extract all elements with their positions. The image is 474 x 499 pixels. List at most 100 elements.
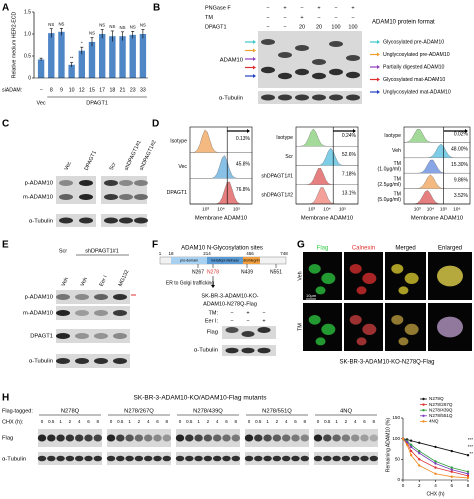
x-tick-label: 10⁴ bbox=[217, 206, 224, 212]
band bbox=[134, 217, 148, 224]
band bbox=[59, 180, 73, 186]
condition-value: − bbox=[230, 318, 233, 324]
band bbox=[79, 217, 93, 224]
significance: * bbox=[81, 40, 83, 45]
percent-label: 0.02% bbox=[454, 131, 469, 137]
blot-arrow bbox=[253, 74, 256, 78]
band bbox=[106, 434, 116, 442]
band bbox=[346, 55, 360, 61]
error-bar bbox=[131, 31, 135, 39]
band bbox=[134, 194, 148, 200]
x-tick-label: 10⁵ bbox=[233, 206, 240, 212]
arrow-head bbox=[211, 285, 215, 288]
x-axis-label: Membrane ADAM10 bbox=[195, 216, 247, 222]
condition-value: − bbox=[246, 318, 249, 324]
sample-label: TM bbox=[394, 161, 402, 167]
band bbox=[351, 434, 360, 442]
time-label: 4 bbox=[216, 419, 219, 424]
band bbox=[162, 455, 171, 462]
time-label: 1 bbox=[128, 419, 131, 424]
band bbox=[341, 455, 351, 462]
condition-label: TM bbox=[205, 15, 213, 21]
band bbox=[300, 455, 309, 462]
y-tick-label: 0.5 bbox=[24, 53, 31, 59]
time-label: 0 bbox=[41, 419, 44, 424]
x-tick-label: 8 bbox=[467, 483, 470, 488]
percent-label: 3.52% bbox=[454, 193, 469, 199]
band bbox=[323, 455, 332, 462]
band bbox=[329, 41, 343, 47]
condition-value: − bbox=[300, 5, 303, 11]
point bbox=[418, 449, 421, 453]
band bbox=[59, 217, 73, 224]
band bbox=[153, 455, 162, 462]
blot bbox=[258, 91, 362, 104]
title: ADAM10 N-Glycosylation sites bbox=[181, 246, 263, 252]
group-label: Scr bbox=[59, 248, 67, 254]
band bbox=[261, 39, 275, 45]
condition-value: − bbox=[351, 15, 354, 21]
point bbox=[466, 454, 470, 457]
x-tick-label: 10³ bbox=[202, 206, 209, 212]
band bbox=[222, 434, 231, 442]
x-tick-label: 4 bbox=[434, 483, 437, 488]
band bbox=[261, 66, 275, 74]
y-tick-label: 0 bbox=[397, 477, 400, 482]
panel-label: A bbox=[2, 3, 9, 14]
band bbox=[185, 455, 194, 462]
band bbox=[244, 434, 254, 442]
column-label: Scr bbox=[109, 161, 118, 171]
row-label: p-ADAM10 bbox=[25, 295, 53, 301]
legend-label: N278/439Q bbox=[429, 407, 453, 412]
group-label: N278/551Q bbox=[262, 409, 292, 415]
point bbox=[418, 464, 421, 467]
condition-value: − bbox=[230, 310, 233, 316]
bar bbox=[98, 34, 106, 78]
percent-label: 48.00% bbox=[451, 147, 469, 153]
bar bbox=[119, 36, 126, 78]
row-label: α-Tubulin bbox=[194, 348, 218, 354]
band bbox=[59, 194, 73, 200]
row-label: DPAGT1 bbox=[30, 334, 53, 340]
blot-arrow bbox=[253, 48, 256, 53]
x-axis-label: Membrane ADAM10 bbox=[411, 216, 463, 222]
band bbox=[113, 310, 127, 316]
band bbox=[231, 434, 240, 442]
band bbox=[116, 455, 125, 462]
cell bbox=[437, 316, 463, 338]
time-label: 4 bbox=[285, 419, 288, 424]
percent-label: 76.8% bbox=[236, 187, 251, 193]
group-label: Vec bbox=[36, 100, 45, 106]
band bbox=[94, 294, 108, 300]
point bbox=[450, 475, 453, 478]
band bbox=[213, 455, 222, 462]
band bbox=[56, 294, 70, 300]
error-bar bbox=[90, 37, 94, 47]
band bbox=[282, 455, 291, 462]
significance: ** bbox=[469, 451, 473, 456]
cell bbox=[362, 323, 377, 335]
significance: *** bbox=[468, 444, 474, 449]
band bbox=[113, 333, 127, 339]
x-tick-label: 12 bbox=[79, 87, 85, 93]
band bbox=[84, 455, 93, 462]
band bbox=[313, 434, 323, 442]
time-label: 1 bbox=[197, 419, 200, 424]
cell bbox=[398, 337, 409, 346]
x-axis-label: CHX (h) bbox=[426, 491, 444, 497]
x-axis-label: Membrane ADAM10 bbox=[301, 216, 353, 222]
band bbox=[37, 455, 47, 462]
y-axis-label: Relative medium HER2-ECD bbox=[11, 11, 17, 78]
legend-marker bbox=[377, 90, 380, 94]
band bbox=[351, 455, 360, 462]
time-label: 0 bbox=[179, 419, 182, 424]
point bbox=[450, 468, 453, 471]
time-label: 0 bbox=[110, 419, 113, 424]
band bbox=[312, 72, 326, 80]
time-label: 2 bbox=[207, 419, 210, 424]
column-label: Flag bbox=[317, 246, 329, 252]
row-label: siADAM: bbox=[2, 87, 22, 93]
point bbox=[405, 443, 409, 447]
